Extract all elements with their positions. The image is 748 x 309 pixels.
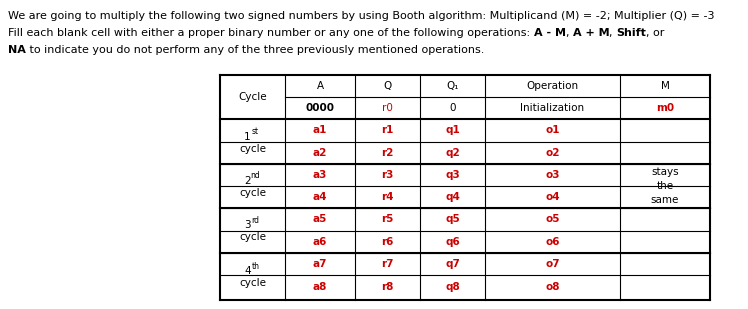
- Text: r2: r2: [381, 148, 393, 158]
- Text: o6: o6: [545, 237, 560, 247]
- Text: o2: o2: [545, 148, 560, 158]
- Text: , or: , or: [646, 28, 664, 38]
- Text: r3: r3: [381, 170, 393, 180]
- Text: NA: NA: [8, 45, 26, 55]
- Text: A: A: [316, 81, 324, 91]
- Text: ,: ,: [565, 28, 573, 38]
- Text: stays: stays: [652, 167, 679, 177]
- Text: st: st: [252, 127, 259, 136]
- Text: r1: r1: [381, 125, 393, 135]
- Text: q8: q8: [445, 282, 460, 293]
- Text: a2: a2: [313, 148, 327, 158]
- Text: o7: o7: [545, 259, 560, 269]
- Text: We are going to multiply the following two signed numbers by using Booth algorit: We are going to multiply the following t…: [8, 11, 714, 21]
- Text: a3: a3: [313, 170, 327, 180]
- Text: a6: a6: [313, 237, 327, 247]
- Text: r5: r5: [381, 214, 393, 224]
- Text: rd: rd: [251, 216, 260, 225]
- Text: same: same: [651, 195, 679, 205]
- Text: A + M: A + M: [573, 28, 610, 38]
- Text: cycle: cycle: [239, 278, 266, 288]
- Text: Initialization: Initialization: [521, 103, 585, 113]
- Text: a7: a7: [313, 259, 327, 269]
- Text: ,: ,: [610, 28, 616, 38]
- Text: o4: o4: [545, 192, 560, 202]
- Text: r6: r6: [381, 237, 393, 247]
- Text: o3: o3: [545, 170, 560, 180]
- Text: q5: q5: [445, 214, 460, 224]
- Text: 3: 3: [244, 221, 251, 231]
- Text: r8: r8: [381, 282, 393, 293]
- Text: M: M: [660, 81, 669, 91]
- Text: Q: Q: [384, 81, 392, 91]
- Text: cycle: cycle: [239, 232, 266, 243]
- Text: q2: q2: [445, 148, 460, 158]
- Text: a5: a5: [313, 214, 327, 224]
- Text: a8: a8: [313, 282, 327, 293]
- Text: q6: q6: [445, 237, 460, 247]
- Text: q3: q3: [445, 170, 460, 180]
- Text: cycle: cycle: [239, 143, 266, 154]
- Text: Q₁: Q₁: [447, 81, 459, 91]
- Text: Fill each blank cell with either a proper binary number or any one of the follow: Fill each blank cell with either a prope…: [8, 28, 533, 38]
- Text: r0: r0: [382, 103, 393, 113]
- Text: cycle: cycle: [239, 188, 266, 198]
- Text: nd: nd: [251, 171, 260, 180]
- Text: q4: q4: [445, 192, 460, 202]
- Text: r4: r4: [381, 192, 393, 202]
- Text: the: the: [657, 181, 673, 191]
- Text: A - M: A - M: [533, 28, 565, 38]
- Text: m0: m0: [656, 103, 674, 113]
- Text: to indicate you do not perform any of the three previously mentioned operations.: to indicate you do not perform any of th…: [26, 45, 484, 55]
- Text: o1: o1: [545, 125, 560, 135]
- Text: Shift: Shift: [616, 28, 646, 38]
- Text: o5: o5: [545, 214, 560, 224]
- Text: th: th: [251, 262, 260, 271]
- Text: q7: q7: [445, 259, 460, 269]
- Text: a1: a1: [313, 125, 327, 135]
- Text: 4: 4: [244, 266, 251, 276]
- Text: q1: q1: [445, 125, 460, 135]
- Text: 2: 2: [244, 176, 251, 186]
- Text: 1: 1: [244, 132, 251, 142]
- Text: Cycle: Cycle: [238, 92, 267, 102]
- Text: r7: r7: [381, 259, 393, 269]
- Text: 0000: 0000: [305, 103, 334, 113]
- Text: 0: 0: [450, 103, 456, 113]
- Text: a4: a4: [313, 192, 327, 202]
- Text: Operation: Operation: [527, 81, 578, 91]
- Text: o8: o8: [545, 282, 560, 293]
